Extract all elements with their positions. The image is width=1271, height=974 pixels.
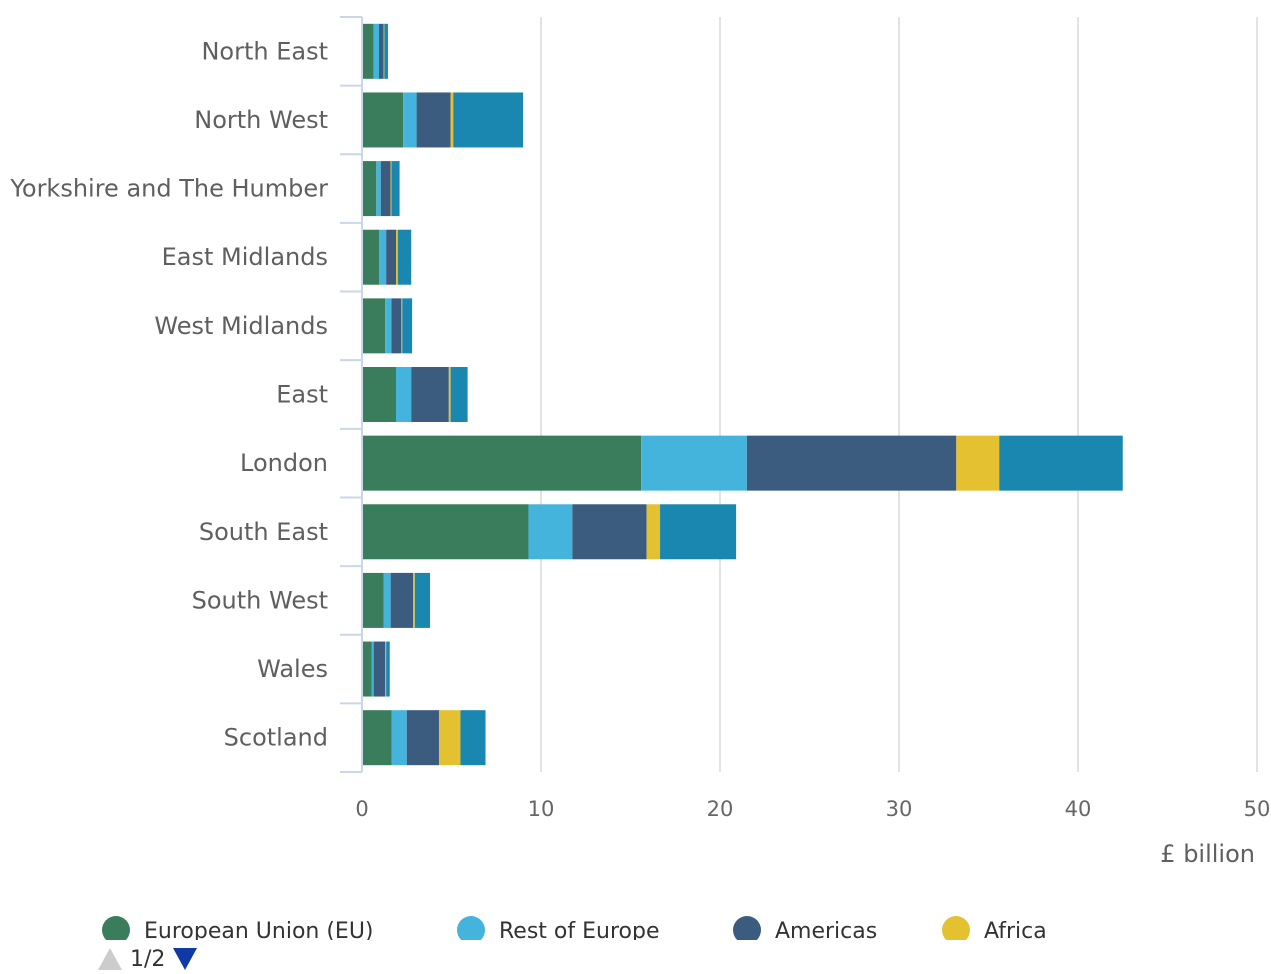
- bar-segment[interactable]: [385, 641, 387, 697]
- bar-segment[interactable]: [416, 92, 451, 148]
- bar-segment[interactable]: [380, 161, 391, 217]
- x-tick-label: 50: [1244, 797, 1271, 821]
- bar-segment[interactable]: [362, 229, 380, 285]
- x-axis-title: £ billion: [1160, 840, 1255, 868]
- bar-segment[interactable]: [373, 23, 380, 79]
- legend-swatch: [942, 916, 970, 940]
- bar-segment[interactable]: [411, 367, 449, 422]
- x-tick-label: 10: [528, 797, 555, 821]
- bar-segment[interactable]: [386, 229, 397, 285]
- bar-segment[interactable]: [406, 710, 439, 766]
- category-label: South West: [192, 586, 328, 614]
- bar-segment[interactable]: [391, 298, 402, 354]
- bar-segment[interactable]: [460, 710, 486, 766]
- bar-segment[interactable]: [396, 229, 398, 285]
- bar-segment[interactable]: [646, 504, 661, 560]
- gridlines: [540, 17, 1258, 772]
- legend-label: Africa: [984, 919, 1047, 940]
- category-label: Yorkshire and The Humber: [9, 175, 328, 203]
- legend-label: Rest of Europe: [499, 919, 659, 940]
- bar-segment[interactable]: [641, 435, 747, 491]
- category-label: East Midlands: [162, 243, 328, 271]
- legend-swatch: [457, 916, 485, 940]
- bar-segment[interactable]: [448, 367, 451, 422]
- category-label: London: [240, 449, 328, 477]
- bar-segment[interactable]: [391, 161, 400, 217]
- legend-page-up-icon[interactable]: [98, 948, 122, 970]
- bar-segment[interactable]: [746, 435, 957, 491]
- bar-segment[interactable]: [413, 572, 415, 628]
- bar-segment[interactable]: [450, 367, 468, 422]
- bar-segment[interactable]: [528, 504, 573, 560]
- category-label: West Midlands: [154, 312, 328, 340]
- legend-pager: 1/2: [98, 944, 198, 974]
- bar-segment[interactable]: [371, 641, 374, 697]
- bar-segment[interactable]: [390, 161, 392, 217]
- legend-page-down-icon[interactable]: [173, 948, 198, 970]
- category-label: Wales: [257, 655, 328, 683]
- legend-item[interactable]: European Union (EU): [102, 916, 374, 940]
- bar-segment[interactable]: [660, 504, 737, 560]
- legend-label: European Union (EU): [144, 919, 374, 940]
- bar-segment[interactable]: [438, 710, 461, 766]
- bar-segment[interactable]: [572, 504, 647, 560]
- bar-chart: North East North West Yorkshire and The Hu…: [9, 16, 1270, 940]
- bar-segment[interactable]: [373, 641, 386, 697]
- value-axis: 0 10 20 30 40 50: [355, 797, 1270, 821]
- category-label: North East: [201, 37, 328, 65]
- bar-segment[interactable]: [362, 504, 529, 560]
- legend-label: Americas: [775, 919, 877, 940]
- bar-segment[interactable]: [453, 92, 524, 148]
- bar-segment[interactable]: [414, 572, 431, 628]
- bar-segment[interactable]: [391, 710, 407, 766]
- x-tick-label: 0: [355, 797, 368, 821]
- category-label: North West: [194, 106, 328, 134]
- bar-segment[interactable]: [385, 298, 392, 354]
- bar-segment[interactable]: [956, 435, 1000, 491]
- legend-item[interactable]: Americas: [733, 916, 877, 940]
- x-tick-label: 30: [886, 797, 913, 821]
- bar-segment[interactable]: [383, 23, 385, 79]
- legend-swatch: [733, 916, 761, 940]
- bar-segment[interactable]: [362, 92, 404, 148]
- bar-segment[interactable]: [384, 23, 388, 79]
- bar-segment[interactable]: [386, 641, 390, 697]
- category-label: Scotland: [224, 724, 328, 752]
- bar-segment[interactable]: [362, 298, 386, 354]
- bar-segment[interactable]: [362, 23, 374, 79]
- bar-segment[interactable]: [999, 435, 1123, 491]
- bar-segment[interactable]: [397, 229, 412, 285]
- bar-segment[interactable]: [401, 298, 403, 354]
- bar-segment[interactable]: [362, 367, 397, 422]
- legend-page-indicator: 1/2: [130, 946, 166, 972]
- bar-segment[interactable]: [383, 572, 391, 628]
- bar-segment[interactable]: [376, 161, 381, 217]
- category-label: South East: [199, 518, 328, 546]
- bar-segment[interactable]: [362, 710, 392, 766]
- bar-segment[interactable]: [362, 641, 372, 697]
- bar-segment[interactable]: [390, 572, 414, 628]
- legend-swatch: [102, 916, 130, 940]
- bars: [362, 23, 1123, 766]
- legend: European Union (EU) Rest of Europe America…: [102, 916, 1047, 940]
- bar-segment[interactable]: [362, 161, 377, 217]
- legend-item[interactable]: Africa: [942, 916, 1047, 940]
- x-tick-label: 20: [707, 797, 734, 821]
- bar-segment[interactable]: [450, 92, 454, 148]
- bar-segment[interactable]: [402, 298, 413, 354]
- category-axis: North East North West Yorkshire and The Hu…: [9, 16, 363, 773]
- category-label: East: [276, 381, 328, 409]
- bar-segment[interactable]: [379, 229, 387, 285]
- bar-segment[interactable]: [403, 92, 417, 148]
- bar-segment[interactable]: [379, 23, 384, 79]
- legend-item[interactable]: Rest of Europe: [457, 916, 659, 940]
- bar-segment[interactable]: [362, 572, 384, 628]
- x-tick-label: 40: [1065, 797, 1092, 821]
- bar-segment[interactable]: [396, 367, 412, 422]
- bar-segment[interactable]: [362, 435, 642, 491]
